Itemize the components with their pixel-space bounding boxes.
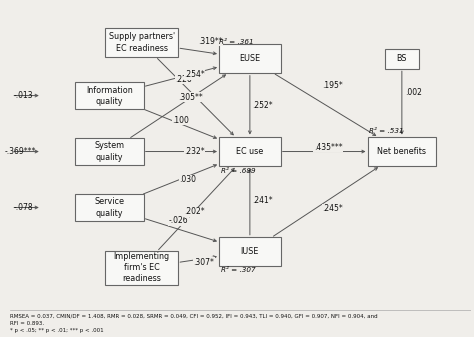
FancyBboxPatch shape xyxy=(75,194,144,221)
FancyBboxPatch shape xyxy=(385,49,419,69)
Text: .435***: .435*** xyxy=(314,143,343,152)
Text: .305**: .305** xyxy=(178,93,202,101)
FancyBboxPatch shape xyxy=(219,44,281,73)
Text: .030: .030 xyxy=(179,175,196,184)
Text: .252*: .252* xyxy=(253,101,273,111)
Text: -.026: -.026 xyxy=(169,216,188,225)
Text: .002: .002 xyxy=(405,88,422,97)
FancyBboxPatch shape xyxy=(367,137,436,166)
Text: Implementing
firm's EC
readiness: Implementing firm's EC readiness xyxy=(114,252,170,283)
Text: IUSE: IUSE xyxy=(241,247,259,256)
Text: .202*: .202* xyxy=(184,207,205,216)
Text: .319**: .319** xyxy=(199,37,223,45)
Text: Supply partners'
EC readiness: Supply partners' EC readiness xyxy=(109,32,175,53)
Text: .195*: .195* xyxy=(322,81,343,90)
Text: .307*: .307* xyxy=(193,257,214,267)
Text: R² = .361: R² = .361 xyxy=(219,39,253,45)
Text: R² = .531: R² = .531 xyxy=(369,128,403,134)
Text: RMSEA = 0.037, CMIN/DF = 1.408, RMR = 0.028, SRMR = 0.049, CFI = 0.952, IFI = 0.: RMSEA = 0.037, CMIN/DF = 1.408, RMR = 0.… xyxy=(10,313,378,318)
Text: .241*: .241* xyxy=(253,196,273,205)
FancyBboxPatch shape xyxy=(219,137,281,166)
FancyBboxPatch shape xyxy=(105,28,178,57)
Text: R² = .689: R² = .689 xyxy=(221,168,255,174)
Text: -.369***: -.369*** xyxy=(5,147,36,156)
FancyBboxPatch shape xyxy=(105,251,178,285)
Text: Service
quality: Service quality xyxy=(94,197,124,218)
Text: System
quality: System quality xyxy=(94,142,125,161)
Text: BS: BS xyxy=(397,54,407,63)
Text: -.078: -.078 xyxy=(13,203,33,212)
Text: .245*: .245* xyxy=(322,205,343,213)
Text: EUSE: EUSE xyxy=(239,54,260,63)
FancyBboxPatch shape xyxy=(75,139,144,165)
Text: Net benefits: Net benefits xyxy=(377,147,426,156)
Text: * p < .05; ** p < .01; *** p < .001: * p < .05; ** p < .01; *** p < .001 xyxy=(10,328,104,333)
Text: .232*: .232* xyxy=(184,147,205,156)
Text: .254*: .254* xyxy=(184,70,205,80)
Text: .100: .100 xyxy=(173,116,189,125)
Text: .226*: .226* xyxy=(175,75,196,84)
Text: -.013: -.013 xyxy=(13,91,33,100)
Text: EC use: EC use xyxy=(236,147,264,156)
FancyBboxPatch shape xyxy=(219,237,281,266)
Text: RFI = 0.893.: RFI = 0.893. xyxy=(10,321,45,326)
Text: R² = .307: R² = .307 xyxy=(221,267,255,273)
FancyBboxPatch shape xyxy=(75,83,144,109)
Text: Information
quality: Information quality xyxy=(86,86,133,105)
